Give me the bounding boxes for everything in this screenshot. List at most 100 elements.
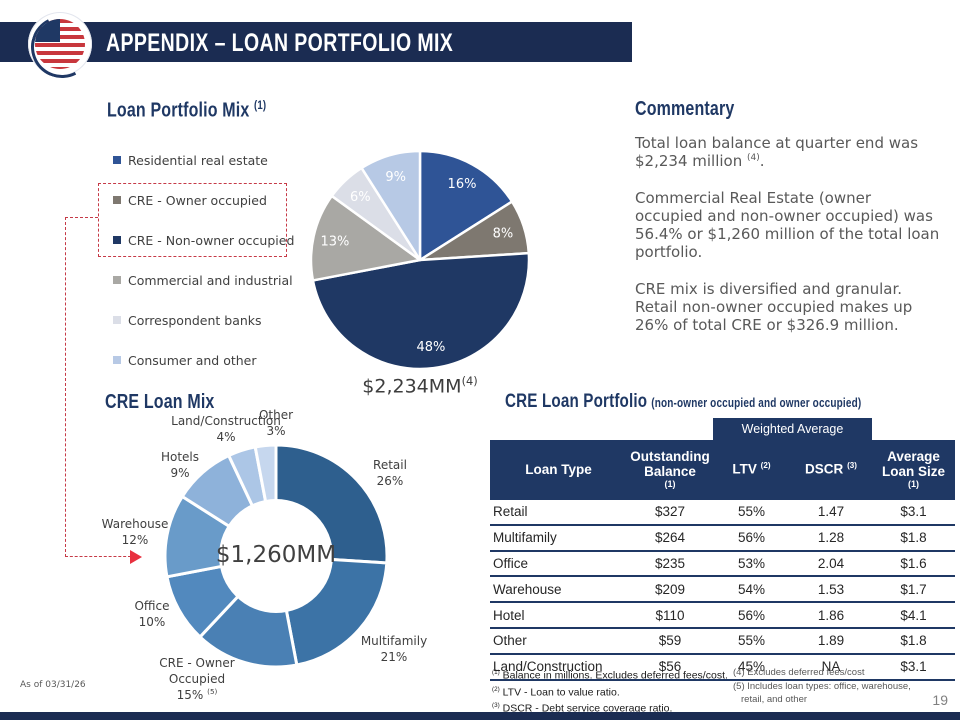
legend-label: CRE - Owner occupied (128, 192, 267, 208)
table-cell: 56% (737, 530, 766, 546)
legend-swatch (113, 196, 121, 204)
loan-portfolio-pie-chart: 16% 8% 48% 13% 6% 9% (308, 148, 532, 372)
table-cell: 1.28 (817, 530, 845, 546)
table-row: Multifamily $264 56% 1.28 $1.8 (490, 526, 955, 552)
column-header-loan-type: Loan Type (525, 461, 592, 477)
table-cell: $59 (658, 633, 682, 649)
table-cell: Multifamily (493, 530, 557, 546)
table-cell: NA (821, 659, 841, 675)
donut-center-label: $1,260MM (215, 542, 337, 568)
weighted-average-header: Weighted Average (713, 418, 872, 440)
table-cell: Warehouse (493, 581, 562, 597)
table-cell: $3.1 (900, 659, 927, 675)
footer-bar (0, 712, 960, 720)
table-row: Hotel $110 56% 1.86 $4.1 (490, 603, 955, 629)
column-header-outstanding-balance: Outstanding Balance (1) (630, 448, 710, 490)
pie-slice-label: 6% (350, 190, 371, 205)
table-cell: 1.89 (817, 633, 845, 649)
pie-slice-label: 16% (448, 177, 477, 192)
footnote: (2) LTV - Loan to value ratio. (492, 685, 620, 699)
table-cell: $1.6 (900, 555, 927, 571)
table-cell: $1.7 (900, 581, 927, 597)
legend-item: CRE - Owner occupied (113, 192, 294, 208)
pie-slice (360, 149, 422, 262)
legend-item: Commercial and industrial (113, 272, 294, 288)
donut-section-title: CRE Loan Mix (105, 391, 215, 413)
legend-swatch (113, 276, 121, 284)
table-cell: Land/Construction (493, 659, 603, 675)
donut-label-office: Office 10% (134, 599, 170, 629)
table-cell: $110 (655, 607, 685, 623)
donut-label-land-construction: Land/Construction 4% (171, 414, 281, 444)
header-bar (0, 22, 632, 62)
company-logo (22, 7, 102, 87)
table-cell: $1.8 (900, 530, 927, 546)
table-cell: 2.04 (817, 555, 845, 571)
connector-line (65, 217, 66, 557)
commentary-title: Commentary (635, 98, 735, 120)
us-flag-globe-icon (35, 19, 85, 69)
legend-swatch (113, 356, 121, 364)
legend-swatch (113, 156, 121, 164)
arrow-right-icon (130, 550, 142, 564)
table-cell: 53% (737, 555, 766, 571)
page-title: APPENDIX – LOAN PORTFOLIO MIX (106, 29, 454, 57)
table-row: Other $59 55% 1.89 $1.8 (490, 629, 955, 655)
donut-label-warehouse: Warehouse 12% (101, 517, 169, 547)
table-cell: $327 (654, 504, 686, 520)
pie-section-title: Loan Portfolio Mix (1) (107, 98, 267, 122)
table-cell: 1.86 (817, 607, 845, 623)
legend-label: Correspondent banks (128, 312, 262, 328)
table-cell: 1.53 (817, 581, 845, 597)
table-cell: $264 (654, 530, 686, 546)
cre-loan-mix-donut-chart (163, 443, 389, 669)
as-of-date: As of 03/31/26 (20, 680, 86, 690)
cre-highlight-box (98, 183, 287, 257)
legend-label: Commercial and industrial (128, 272, 293, 288)
table-cell: 1.47 (817, 504, 845, 520)
table-row: Warehouse $209 54% 1.53 $1.7 (490, 577, 955, 604)
table-cell: Other (493, 633, 527, 649)
pie-legend: Residential real estate CRE - Owner occup… (113, 152, 294, 392)
table-cell: Office (493, 555, 529, 571)
table-cell: $3.1 (900, 504, 927, 520)
table-header-row: Loan Type Outstanding Balance (1) LTV (2… (490, 440, 955, 500)
pie-slice (418, 149, 514, 262)
donut-label-multifamily: Multifamily 21% (360, 634, 428, 664)
table-cell: $209 (654, 581, 686, 597)
legend-item: Residential real estate (113, 152, 294, 168)
table-row: Retail $327 55% 1.47 $3.1 (490, 500, 955, 526)
table-cell: 45% (737, 659, 766, 675)
legend-swatch (113, 316, 121, 324)
legend-label: Residential real estate (128, 152, 268, 168)
table-cell: 56% (737, 607, 766, 623)
pie-total-label: $2,234MM(4) (362, 374, 478, 398)
footnote: (3) DSCR - Debt service coverage ratio. (492, 702, 673, 715)
table-cell: 54% (737, 581, 766, 597)
table-cell: $1.8 (900, 633, 927, 649)
table-cell: Retail (493, 504, 528, 520)
table-cell: Hotel (493, 607, 525, 623)
legend-swatch (113, 236, 121, 244)
table-row: Land/Construction $56 45% NA $3.1 (490, 655, 955, 681)
footnotes-right: (4) Excludes deferred fees/cost (5) Incl… (733, 667, 911, 705)
column-header-average-loan-size: Average Loan Size (1) (881, 448, 945, 490)
donut-label-other: Other 3% (258, 408, 294, 438)
pie-slice (311, 251, 531, 371)
table-cell: $4.1 (900, 607, 927, 623)
table-row: Office $235 53% 2.04 $1.6 (490, 552, 955, 578)
table-cell: 55% (737, 504, 766, 520)
donut-hole (219, 499, 333, 613)
pie-slice-label: 8% (493, 227, 514, 242)
table-cell: 55% (737, 633, 766, 649)
connector-line (65, 556, 131, 557)
table-cell: $235 (654, 555, 686, 571)
pie-slice-label: 13% (320, 234, 349, 249)
commentary-paragraph: CRE mix is diversified and granular. Ret… (635, 279, 913, 335)
commentary-paragraph: Total loan balance at quarter end was $2… (635, 134, 919, 171)
legend-label: Consumer and other (128, 352, 257, 368)
legend-label: CRE - Non-owner occupied (128, 232, 295, 248)
table-body: Retail $327 55% 1.47 $3.1 Multifamily $264 56% 1… (490, 500, 955, 681)
footnotes-left: (1) Balance in millions. Excludes deferr… (492, 666, 728, 716)
